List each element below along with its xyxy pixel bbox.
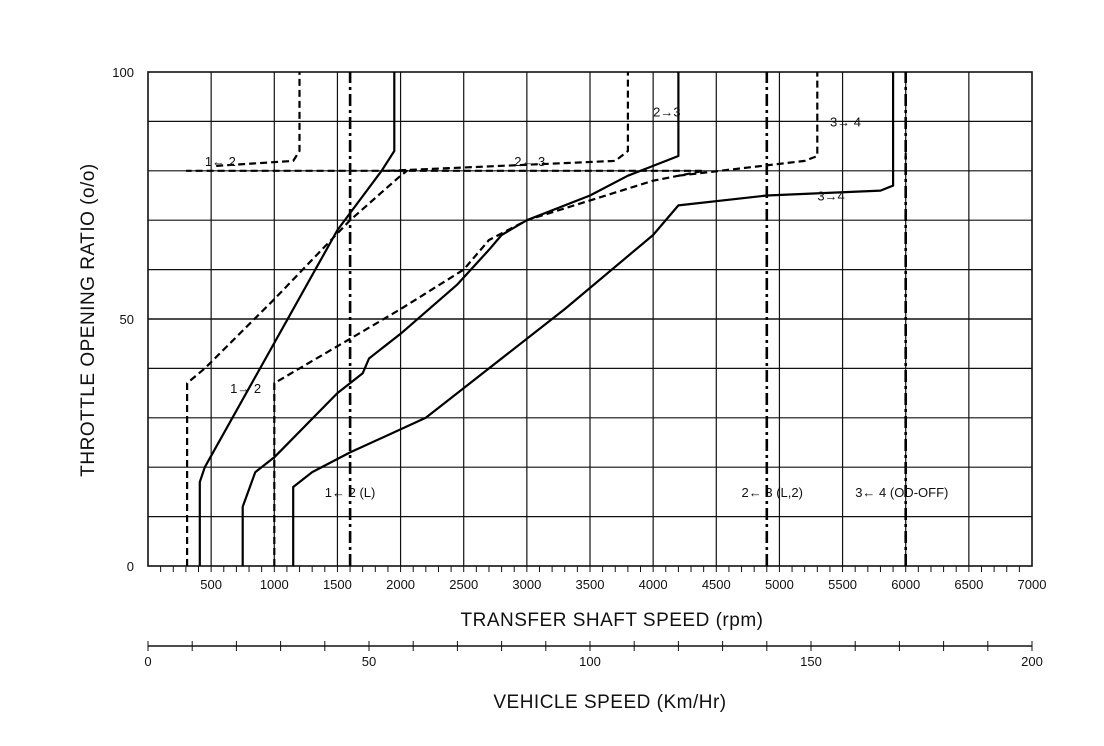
x-tick-label: 500	[200, 577, 222, 592]
vehicle-speed-axis-label: VEHICLE SPEED (Km/Hr)	[493, 692, 726, 713]
y-tick-label: 100	[112, 65, 134, 80]
x-tick-label: 7000	[1018, 577, 1047, 592]
x-tick-label: 5500	[828, 577, 857, 592]
grid	[147, 71, 1033, 651]
x-tick-label: 2000	[386, 577, 415, 592]
series-line-3-4	[292, 72, 895, 566]
series-line-2-3-top	[387, 72, 630, 172]
x-tick-label: 1500	[323, 577, 352, 592]
x-tick-label: 1000	[260, 577, 289, 592]
annotation-label: 3→4	[817, 188, 844, 203]
x-tick-label: 2500	[449, 577, 478, 592]
annotation-label: 2← 3 (L,2)	[742, 485, 803, 500]
tick-labels: 500 1000 1500 2000 2500 3000 3500 4000 4500 5000 5…	[112, 65, 1046, 669]
annotation-label: 1← 2	[205, 154, 236, 169]
x-axis-label: TRANSFER SHAFT SPEED (rpm)	[461, 610, 764, 631]
x-tick-label: 3500	[576, 577, 605, 592]
series-line-2-3	[241, 72, 680, 566]
x-tick-label: 5000	[765, 577, 794, 592]
series-lines	[185, 72, 908, 566]
annotation-label: 2← 3	[514, 154, 545, 169]
series-line-1-2	[185, 169, 408, 566]
x-tick-label: 4000	[639, 577, 668, 592]
annotations: 1← 2 2← 3 2→3 3→ 4 3→4 1→ 2 1← 2 (L) 2← 3 (L,2)…	[205, 104, 949, 499]
vehicle-speed-tick-label: 150	[800, 654, 822, 669]
x-tick-label: 4500	[702, 577, 731, 592]
annotation-label: 3→ 4	[830, 114, 861, 129]
annotation-label: 1← 2 (L)	[325, 485, 376, 500]
y-axis-label: THROTTLE OPENING RATIO (o/o)	[78, 163, 99, 476]
series-line-1-2	[198, 72, 396, 566]
series-line-1-2-top	[216, 72, 301, 167]
annotation-label: 3← 4 (OD-OFF)	[855, 485, 948, 500]
vehicle-speed-tick-label: 200	[1021, 654, 1043, 669]
vehicle-speed-tick-label: 0	[144, 654, 151, 669]
vehicle-speed-tick-label: 50	[362, 654, 376, 669]
annotation-label: 1→ 2	[230, 381, 261, 396]
series-line-3-4	[678, 72, 819, 177]
y-tick-label: 0	[127, 559, 134, 574]
annotation-label: 2→3	[653, 104, 680, 119]
y-tick-label: 50	[120, 312, 134, 327]
series-line-2-3	[273, 169, 705, 566]
vehicle-speed-tick-label: 100	[579, 654, 601, 669]
x-tick-label: 6000	[891, 577, 920, 592]
x-tick-label: 3000	[512, 577, 541, 592]
x-tick-label: 6500	[954, 577, 983, 592]
